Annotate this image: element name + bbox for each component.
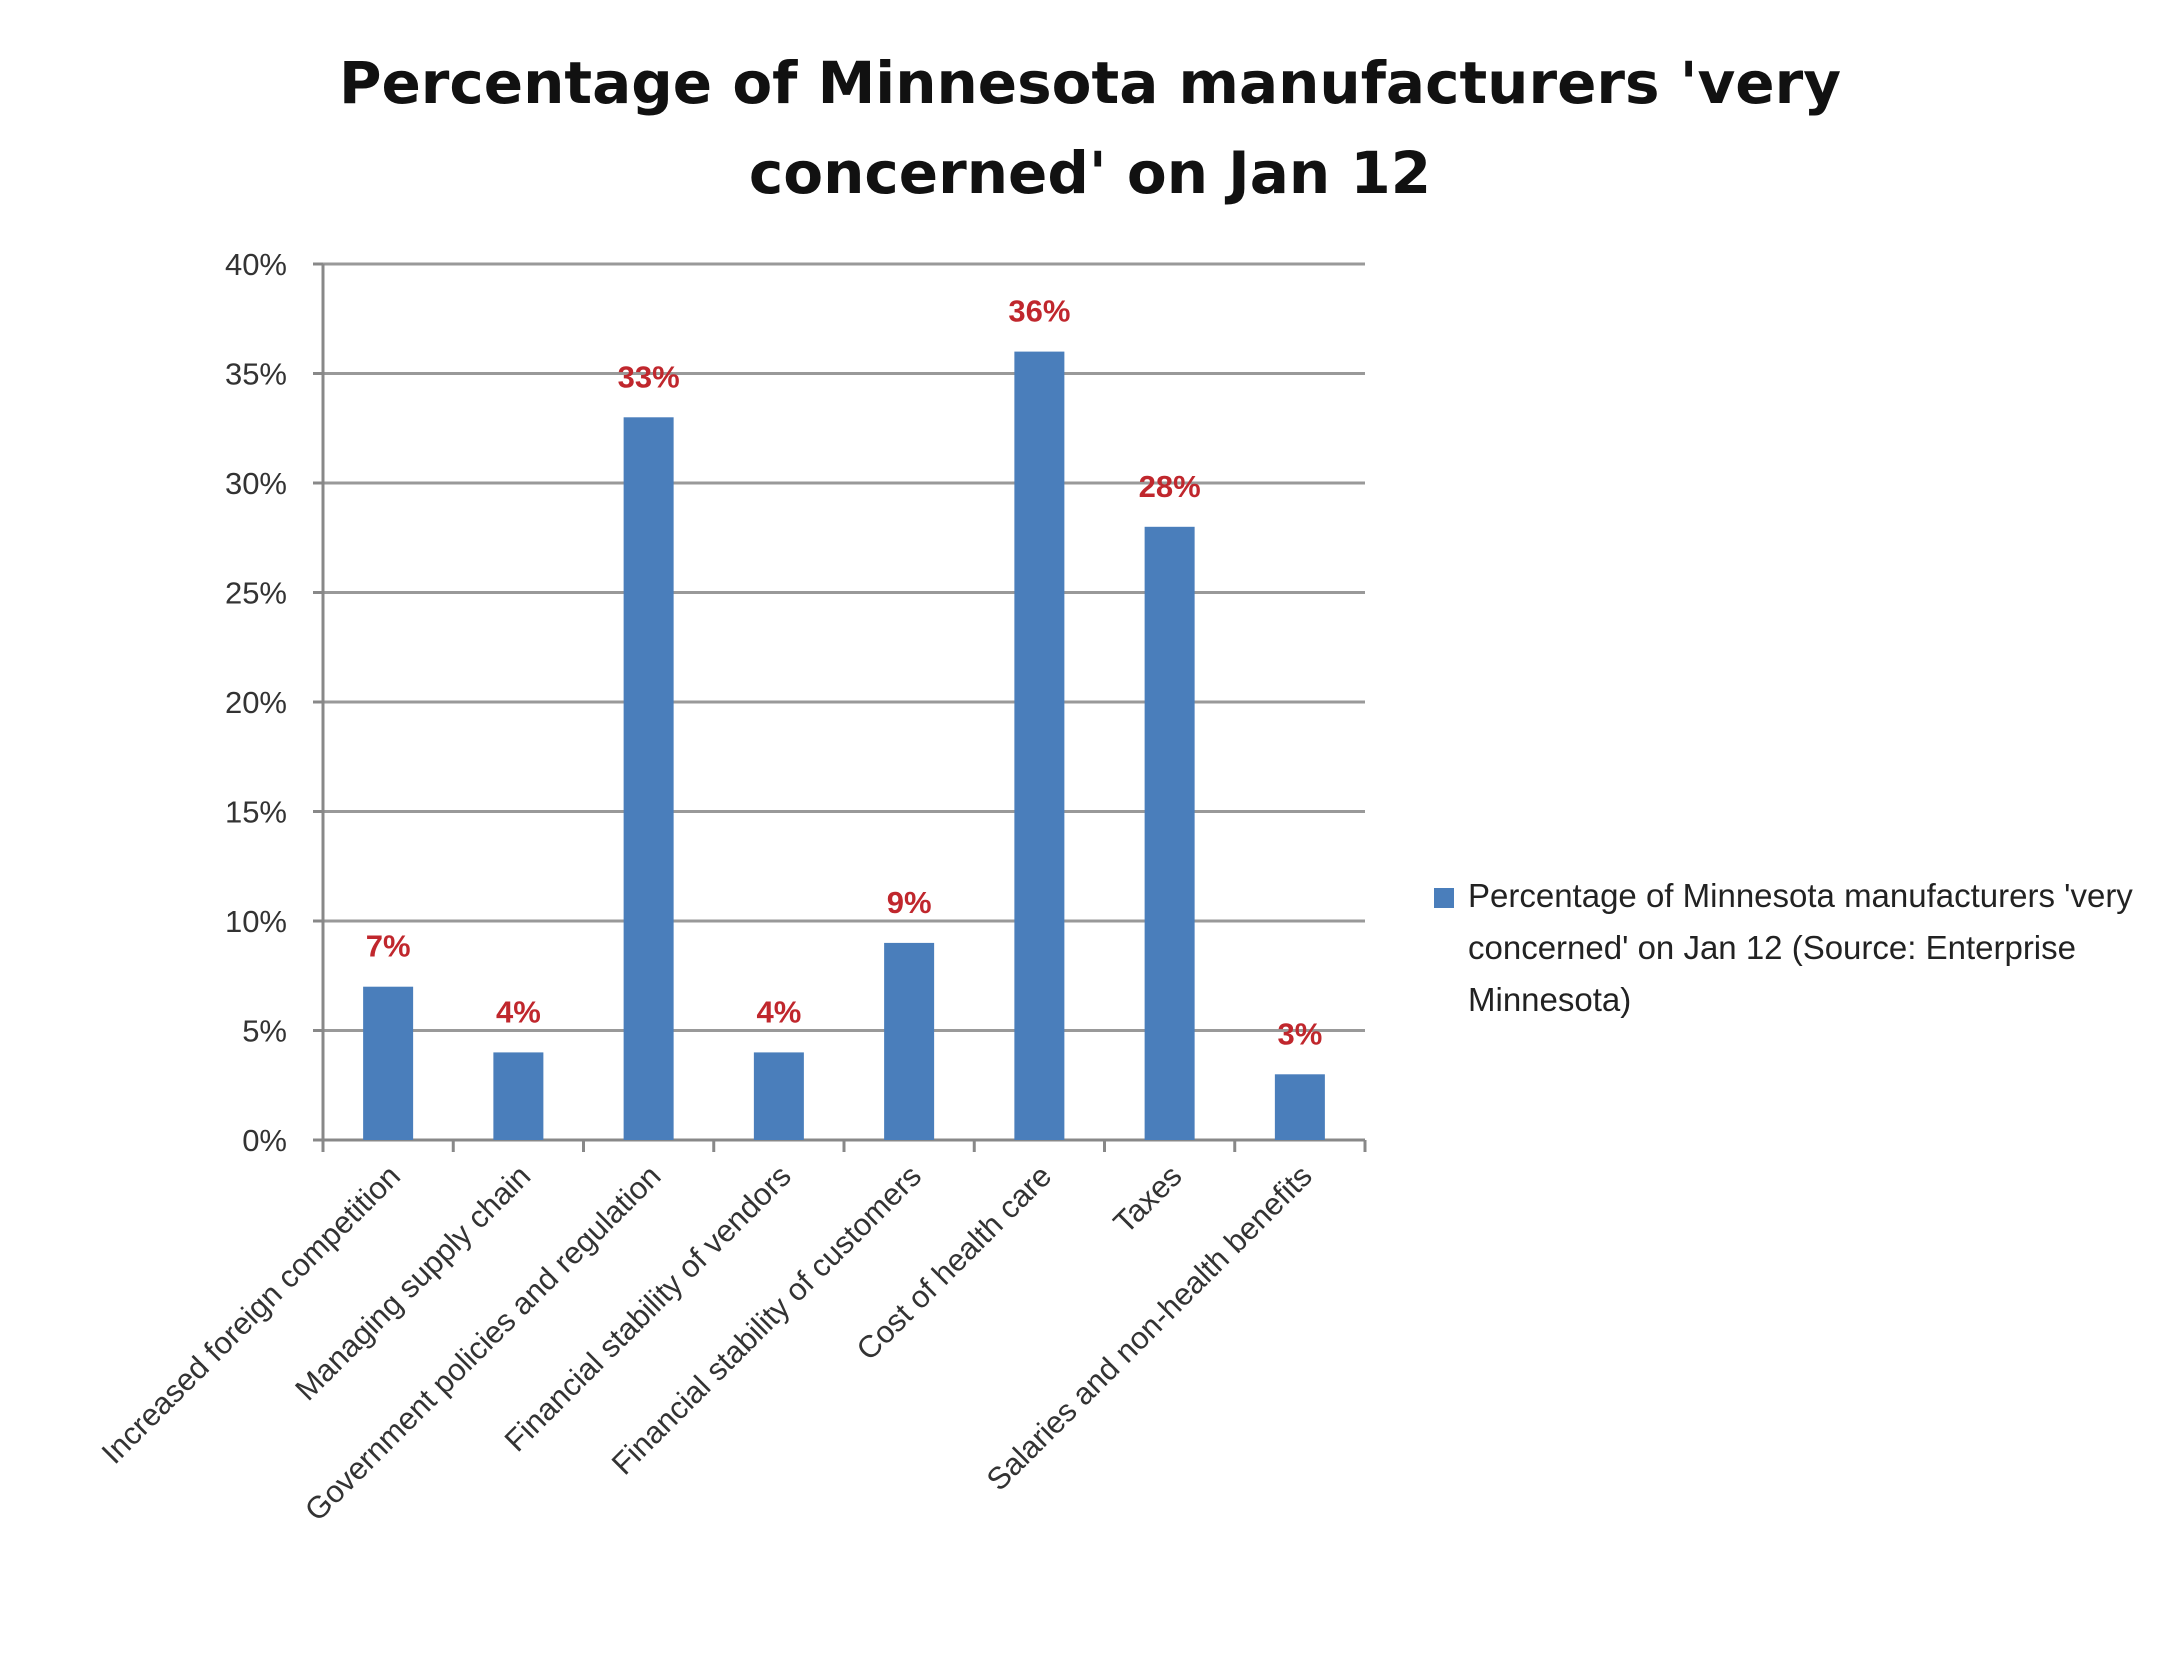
y-tick-label: 20% xyxy=(225,685,287,720)
legend: Percentage of Minnesota manufacturers 'v… xyxy=(1434,870,2154,1026)
x-tick-label: Taxes xyxy=(1107,1158,1189,1240)
legend-label: Percentage of Minnesota manufacturers 'v… xyxy=(1468,877,2133,1018)
bar xyxy=(623,417,674,1140)
chart-title: Percentage of Minnesota manufacturers 'v… xyxy=(338,49,1842,207)
data-label: 33% xyxy=(618,359,680,394)
data-label: 4% xyxy=(756,994,801,1029)
bar xyxy=(753,1052,804,1140)
y-tick-label: 15% xyxy=(225,795,287,830)
y-tick-label: 30% xyxy=(225,466,287,501)
x-tick-label: Managing supply chain xyxy=(288,1158,537,1407)
bar xyxy=(1274,1074,1325,1140)
y-tick-label: 0% xyxy=(242,1123,287,1158)
data-label: 9% xyxy=(887,885,932,920)
bar xyxy=(884,942,935,1140)
y-tick-label: 35% xyxy=(225,357,287,392)
data-label: 7% xyxy=(366,929,411,964)
bar xyxy=(363,986,414,1140)
data-label: 3% xyxy=(1277,1016,1322,1051)
legend-swatch xyxy=(1434,888,1454,908)
y-tick-label: 40% xyxy=(225,247,287,282)
bar xyxy=(1144,526,1195,1140)
data-label: 4% xyxy=(496,994,541,1029)
data-label: 28% xyxy=(1139,469,1201,504)
y-tick-label: 5% xyxy=(242,1014,287,1049)
bar xyxy=(1014,351,1065,1141)
bar xyxy=(493,1052,544,1140)
y-tick-label: 25% xyxy=(225,576,287,611)
y-tick-label: 10% xyxy=(225,904,287,939)
data-label: 36% xyxy=(1008,294,1070,329)
